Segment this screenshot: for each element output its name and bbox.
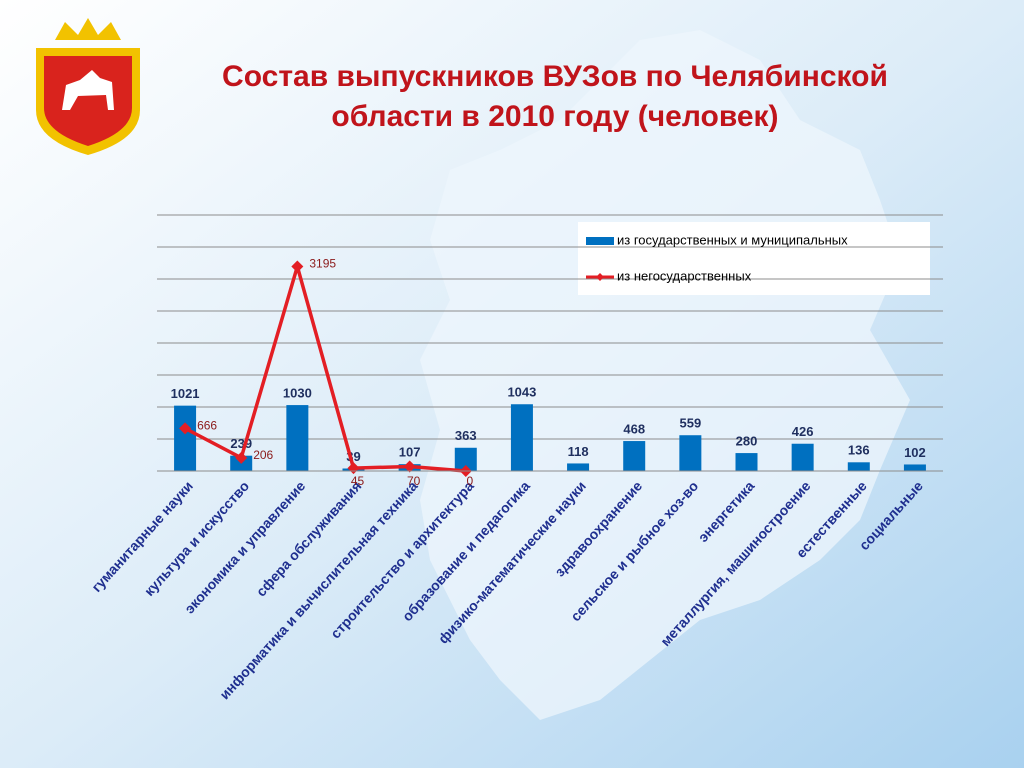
value-label: 3195 (309, 257, 336, 271)
bar (903, 464, 926, 471)
legend (578, 222, 930, 295)
bar (791, 443, 814, 471)
value-label: 1043 (507, 385, 536, 400)
bar (623, 441, 646, 471)
value-label: 426 (792, 424, 814, 439)
bar (679, 435, 702, 471)
line-marker (235, 451, 248, 464)
value-label: 118 (568, 444, 589, 459)
value-label: 559 (680, 416, 702, 431)
chart-title: области в 2010 году (человек) (331, 100, 778, 133)
chart-title: Состав выпускников ВУЗов по Челябинской (222, 60, 888, 93)
bar (174, 405, 197, 471)
value-label: 1021 (171, 386, 200, 401)
bar (454, 447, 477, 471)
value-label: 45 (351, 474, 365, 488)
line-marker (403, 460, 416, 473)
value-label: 206 (253, 448, 273, 462)
line (184, 264, 466, 473)
value-label: 239 (230, 436, 252, 451)
value-label: 363 (455, 428, 477, 443)
value-label: 136 (848, 443, 870, 458)
line-marker (291, 260, 304, 273)
value-label: 1030 (283, 386, 312, 401)
bar (735, 453, 758, 471)
bar (286, 405, 309, 471)
value-label: 280 (736, 434, 758, 449)
value-label: 0 (466, 474, 473, 488)
legend-label: из негосударственных (617, 268, 752, 283)
legend-swatch (596, 273, 604, 281)
bar (847, 462, 870, 471)
legend-label: из государственных и муниципальных (617, 232, 848, 247)
line-marker (179, 422, 192, 435)
value-label: 666 (197, 419, 217, 433)
coat-of-arms (36, 18, 140, 155)
legend-swatch (586, 237, 614, 245)
bar (567, 463, 590, 471)
value-label: 468 (623, 421, 645, 436)
bar (510, 404, 533, 471)
value-label: 107 (399, 445, 421, 460)
value-label: 70 (407, 474, 421, 488)
value-label: 102 (904, 445, 926, 460)
